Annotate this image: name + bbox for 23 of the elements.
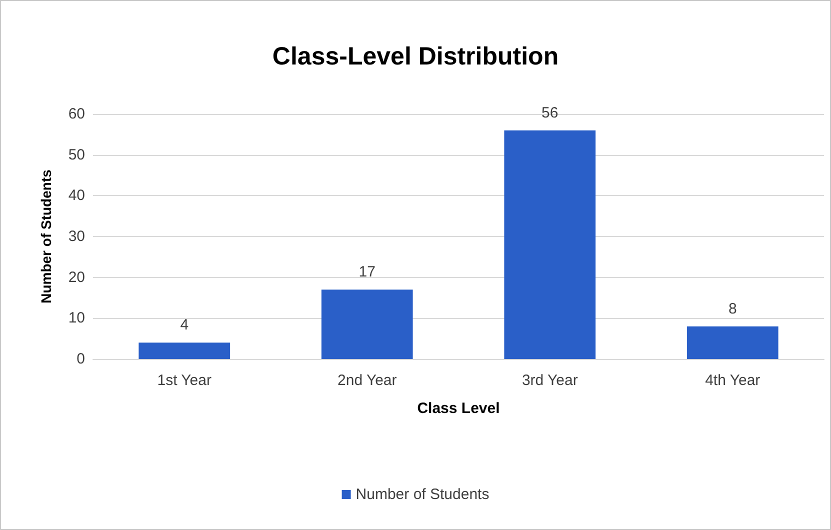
y-tick-label: 50 [68,146,85,164]
bar [321,290,413,359]
data-label: 56 [542,104,558,122]
x-tick-label: 2nd Year [338,372,397,389]
bar [686,326,778,359]
y-axis-title: Number of Students [38,169,54,304]
bar [138,342,230,359]
y-tick-label: 0 [76,350,85,368]
data-label: 4 [180,316,189,334]
x-axis-title: Class Level [417,400,500,417]
y-tick-label: 40 [68,187,85,204]
y-tick-label: 10 [68,310,85,327]
data-label: 8 [728,300,737,318]
data-label: 17 [358,264,376,281]
x-tick-label: 3rd Year [522,372,578,389]
bar [504,130,596,359]
x-tick-label: 1st Year [157,372,212,389]
y-tick-label: 30 [68,228,85,245]
chart-title: Class-Level Distribution [272,42,559,70]
y-tick-label: 60 [68,106,85,122]
y-tick-label: 20 [68,268,85,286]
legend-label: Number of Students [356,486,490,503]
x-tick-label: 4th Year [705,372,760,389]
